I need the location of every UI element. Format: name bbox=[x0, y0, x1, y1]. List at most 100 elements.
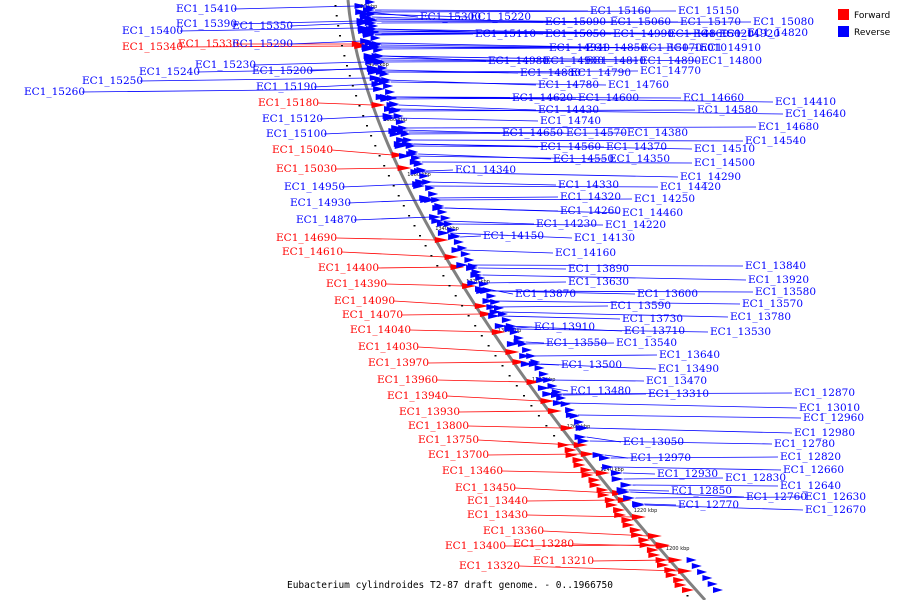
reverse-gene-label-right: EC1_14260 bbox=[560, 205, 621, 217]
reverse-gene-label-right: EC1_15110 bbox=[475, 28, 536, 40]
connector-line bbox=[252, 61, 368, 66]
reverse-gene-label-right: EC1_13630 bbox=[568, 276, 629, 288]
reverse-gene-label-right: EC1_15020 bbox=[693, 28, 754, 40]
connector-line bbox=[498, 305, 609, 308]
reverse-gene-label-right: EC1_14160 bbox=[555, 247, 616, 259]
connector-line bbox=[531, 354, 658, 357]
gene-feature bbox=[588, 477, 601, 483]
connector-line bbox=[409, 329, 493, 333]
gene-feature bbox=[434, 203, 445, 209]
position-marker bbox=[374, 145, 377, 147]
gene-feature bbox=[578, 425, 589, 431]
position-marker bbox=[334, 5, 337, 7]
position-marker bbox=[461, 305, 464, 307]
connector-line bbox=[635, 496, 804, 499]
reverse-gene-label-right: EC1_12820 bbox=[780, 451, 841, 463]
gene-feature bbox=[467, 280, 480, 286]
connector-line bbox=[367, 10, 677, 13]
gene-feature bbox=[597, 492, 610, 498]
gene-feature bbox=[385, 89, 396, 95]
connector-line bbox=[425, 169, 454, 172]
position-marker bbox=[553, 435, 556, 437]
gene-feature bbox=[655, 557, 668, 563]
gene-feature bbox=[431, 197, 442, 203]
gene-feature bbox=[383, 83, 394, 89]
position-marker bbox=[355, 95, 358, 97]
position-marker bbox=[341, 45, 343, 47]
forward-gene-label: EC1_13930 bbox=[399, 406, 460, 418]
position-marker bbox=[686, 595, 689, 597]
connector-line bbox=[525, 341, 545, 344]
gene-feature bbox=[621, 517, 634, 523]
gene-feature bbox=[605, 502, 618, 508]
reverse-gene-label-right: EC1_13310 bbox=[648, 388, 709, 400]
gene-feature bbox=[620, 482, 633, 488]
gene-features bbox=[334, 0, 723, 597]
forward-gene-label: EC1_13400 bbox=[445, 540, 506, 552]
gene-feature bbox=[538, 371, 549, 377]
gene-feature bbox=[517, 341, 528, 347]
gene-feature bbox=[697, 569, 708, 575]
gene-feature bbox=[505, 349, 520, 355]
reverse-gene-label-right: EC1_15010 bbox=[666, 42, 727, 54]
position-marker bbox=[339, 35, 341, 37]
connector-line bbox=[443, 220, 535, 225]
gene-feature bbox=[373, 86, 386, 92]
gene-feature bbox=[674, 582, 687, 588]
gene-feature bbox=[413, 161, 424, 167]
reverse-gene-label-right: EC1_12670 bbox=[805, 504, 866, 516]
position-marker bbox=[351, 85, 354, 87]
connector-line bbox=[385, 60, 639, 63]
reverse-gene-label-right: EC1_14550 bbox=[553, 153, 614, 165]
gene-feature bbox=[478, 281, 489, 287]
forward-gene-label: EC1_13960 bbox=[377, 374, 438, 386]
gene-feature bbox=[393, 141, 406, 147]
reverse-gene-label-right: EC1_12870 bbox=[794, 387, 855, 399]
gene-feature bbox=[410, 169, 423, 175]
connector-line bbox=[368, 20, 679, 23]
gene-feature bbox=[369, 29, 380, 35]
reverse-gene-label-right: EC1_15070 bbox=[641, 42, 702, 54]
reverse-gene-label-right: EC1_12930 bbox=[657, 468, 718, 480]
connector-line bbox=[548, 379, 645, 382]
connector-line bbox=[644, 504, 804, 511]
connector-line bbox=[516, 328, 709, 333]
reverse-gene-label-right: EC1_14460 bbox=[622, 207, 683, 219]
position-marker bbox=[387, 175, 390, 177]
position-marker bbox=[454, 295, 457, 297]
reverse-gene-label-right: EC1_15150 bbox=[678, 5, 739, 17]
gene-feature bbox=[494, 323, 507, 329]
reverse-gene-label-right: EC1_15050 bbox=[545, 28, 606, 40]
connector-line bbox=[317, 102, 373, 106]
position-marker bbox=[494, 355, 497, 357]
gene-feature bbox=[355, 9, 368, 15]
gene-feature bbox=[611, 476, 624, 482]
gene-feature bbox=[416, 167, 427, 173]
reverse-gene-label-right: EC1_12970 bbox=[630, 452, 691, 464]
reverse-gene-label-right: EC1_14350 bbox=[609, 153, 670, 165]
connector-line bbox=[139, 77, 372, 82]
gene-feature bbox=[686, 557, 697, 563]
gene-feature bbox=[456, 262, 469, 268]
connector-line bbox=[379, 70, 639, 73]
connector-line bbox=[467, 425, 562, 429]
position-marker bbox=[337, 25, 340, 27]
gene-feature bbox=[387, 95, 398, 101]
reverse-gene-label-right: EC1_13780 bbox=[730, 311, 791, 323]
tick-label: 1240 kbp bbox=[600, 467, 624, 473]
tick-label: 1420 kbp bbox=[354, 4, 378, 10]
connector-line bbox=[398, 104, 537, 111]
gene-feature bbox=[646, 547, 659, 553]
position-marker bbox=[402, 205, 405, 207]
gene-feature bbox=[437, 230, 450, 236]
forward-gene-label: EC1_14390 bbox=[326, 278, 387, 290]
gene-feature bbox=[379, 71, 390, 77]
connector-line bbox=[431, 196, 559, 199]
reverse-gene-label-right: EC1_13910 bbox=[534, 321, 595, 333]
reverse-gene-label-right: EC1_14800 bbox=[701, 55, 762, 67]
forward-gene-label: EC1_14040 bbox=[350, 324, 411, 336]
gene-feature bbox=[573, 442, 588, 448]
reverse-gene-label-right: EC1_13870 bbox=[515, 288, 576, 300]
reverse-gene-label-right: EC1_14890 bbox=[640, 55, 701, 67]
reverse-gene-label-right: EC1_14380 bbox=[627, 127, 688, 139]
